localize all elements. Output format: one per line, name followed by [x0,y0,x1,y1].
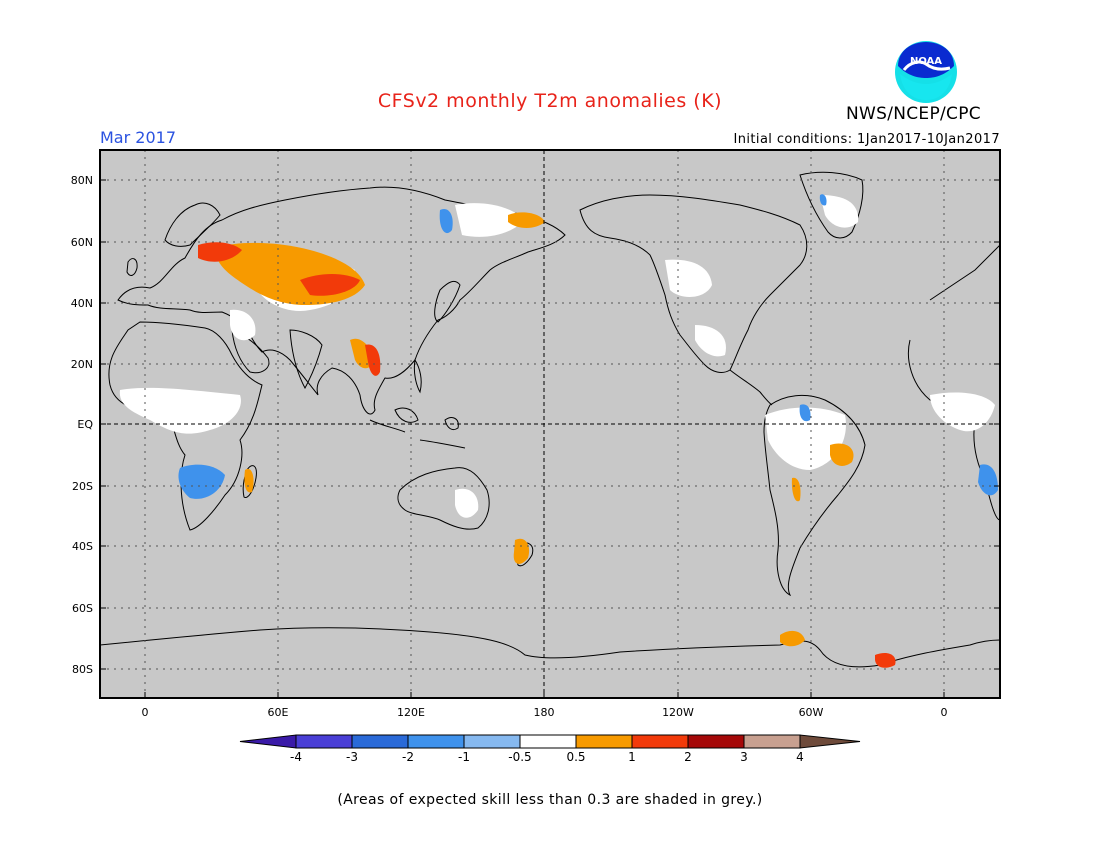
lat-tick-label: 80N [71,174,93,187]
colorbar-swatch [575,734,633,749]
scandinavia-coast [164,202,221,247]
cool-anomaly-patch [178,464,225,499]
colorbar-labels: -4 -3 -2 -1 -0.5 0.5 1 2 3 4 [290,750,804,764]
lon-tick-label: 120E [397,706,425,719]
colorbar-arrow-high [799,734,861,749]
warm-anomaly-patch [791,477,801,502]
cool-anomaly-patch [819,194,827,206]
near-normal-patch [695,325,726,357]
uk-coast [126,258,138,276]
europe-coast-repeat [929,244,1001,301]
noaa-logo: NOAA [895,41,957,103]
colorbar-label: 4 [796,750,804,764]
lat-tick-label: 40N [71,297,93,310]
colorbar-label: 3 [740,750,748,764]
south-america-coast [763,394,866,597]
lat-tick-label: 80S [72,663,93,676]
cool-anomaly-patch [439,208,453,234]
lat-tick-labels: 80N 60N 40N 20N EQ 20S 40S 60S 80S [71,174,94,676]
australia-coast [397,467,490,530]
lon-tick-label: 180 [534,706,555,719]
strong-warm-patch [875,653,896,668]
footnote: (Areas of expected skill less than 0.3 a… [337,792,763,808]
colorbar-label: -3 [346,750,358,764]
colorbar-label: -1 [458,750,470,764]
colorbar-swatch [351,734,409,749]
near-normal-patch [930,392,995,432]
colorbar-swatch [463,734,521,749]
antarctica-coast [99,627,1001,668]
plot-frame [99,149,1001,699]
greenland-coast [799,171,864,239]
colorbar-label: -0.5 [508,750,531,764]
japan-coast [434,280,461,323]
lon-tick-label: 60E [268,706,289,719]
colorbar-swatch [631,734,689,749]
cool-anomaly-patch [799,404,811,422]
logo-text: NOAA [910,56,942,67]
colorbar-label: 0.5 [566,750,585,764]
arabia-coast [231,329,270,374]
near-normal-patch [455,488,479,518]
lon-tick-label: 0 [941,706,948,719]
near-normal-patch [665,259,712,297]
warm-anomaly-patch [244,468,254,493]
lon-tick-label: 60W [799,706,824,719]
colorbar-swatch [295,734,353,749]
colorbar-label: -2 [402,750,414,764]
near-normal-patch [820,195,859,228]
madagascar-coast [242,465,257,499]
india-coast [289,329,323,390]
warm-anomaly-patch [780,630,805,647]
anomaly-shading [119,194,998,668]
strong-warm-patch [300,274,360,296]
lon-tick-label: 0 [142,706,149,719]
colorbar-swatch [743,734,801,749]
colorbar-swatch [519,734,577,749]
cool-anomaly-patch [978,464,998,496]
near-normal-patch [119,387,241,434]
coastlines [99,171,1001,668]
initial-conditions: Initial conditions: 1Jan2017-10Jan2017 [733,132,1000,147]
north-america-coast [579,194,808,373]
colorbar-arrow-low [239,734,297,749]
warm-anomaly-patch [513,538,530,564]
lat-tick-label: 60N [71,236,93,249]
strong-warm-patch [198,242,242,262]
page-title: CFSv2 monthly T2m anomalies (K) [377,90,723,112]
colorbar-swatch [407,734,465,749]
lat-tick-label: 60S [72,602,93,615]
near-normal-patch [455,203,525,237]
near-normal-patch [765,407,846,470]
colorbar-label: 2 [684,750,692,764]
agency-label: NWS/NCEP/CPC [846,104,981,124]
colorbar [239,734,861,749]
lat-tick-label: EQ [77,418,93,431]
colorbar-label: -4 [290,750,302,764]
colorbar-label: 1 [628,750,636,764]
lon-tick-label: 120W [662,706,694,719]
near-normal-patch [230,309,256,341]
lat-tick-label: 20S [72,480,93,493]
indonesia-coast [369,407,466,449]
philippines-coast [413,358,422,394]
central-america-coast [729,369,773,406]
colorbar-swatch [687,734,745,749]
strong-warm-patch [365,344,381,376]
forecast-month: Mar 2017 [100,128,176,147]
lon-tick-labels: 0 60E 120E 180 120W 60W 0 [142,706,948,719]
lat-tick-label: 20N [71,358,93,371]
lat-tick-label: 40S [72,540,93,553]
warm-anomaly-patch [508,212,545,228]
warm-anomaly-patch [830,443,854,466]
